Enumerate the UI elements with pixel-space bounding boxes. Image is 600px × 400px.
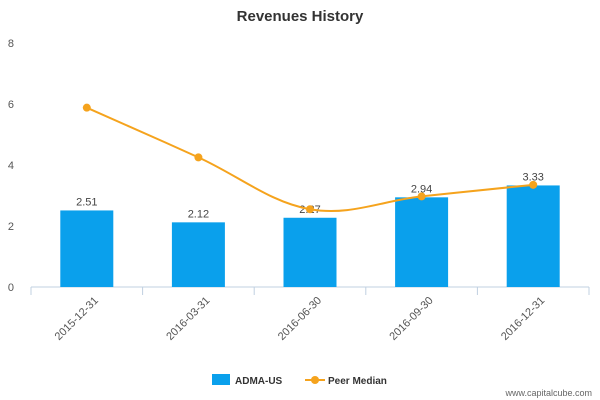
legend-swatch-adma-us [212, 374, 230, 385]
y-tick-label: 2 [8, 221, 14, 233]
x-tick-label: 2016-06-30 [276, 295, 324, 343]
y-tick-label: 0 [8, 282, 14, 294]
watermark: www.capitalcube.com [504, 388, 592, 398]
peer-median-line [86, 106, 534, 213]
y-axis: 0 2 4 6 8 [8, 38, 14, 294]
bar-2016-03-31[interactable] [171, 222, 225, 287]
x-tick-label: 2016-12-31 [499, 295, 547, 343]
peer-median-point-2016-09-30[interactable] [417, 192, 426, 201]
bar-2016-12-31[interactable] [506, 185, 560, 287]
peer-median-point-2016-03-31[interactable] [194, 153, 203, 162]
peer-median-point-2015-12-31[interactable] [82, 103, 91, 112]
bar-2015-12-31[interactable] [60, 210, 114, 287]
bar-2016-06-30[interactable] [283, 217, 337, 287]
y-tick-label: 6 [8, 99, 14, 111]
legend-label-peer-median: Peer Median [328, 376, 387, 387]
bar-value-label: 3.33 [522, 171, 543, 183]
legend-marker-peer-median [311, 376, 319, 384]
peer-median-point-2016-06-30[interactable] [306, 205, 314, 214]
y-tick-label: 4 [8, 160, 14, 172]
bar-value-label: 2.12 [188, 208, 209, 220]
bar-2016-09-30[interactable] [395, 197, 449, 287]
bar-data-labels: 2.512.122.272.943.33 [76, 171, 544, 220]
y-tick-label: 8 [8, 38, 14, 50]
bar-value-label: 2.51 [76, 196, 97, 208]
x-axis-tick-marks [30, 287, 590, 295]
x-tick-label: 2016-03-31 [164, 295, 212, 343]
line-series-peer-median [82, 103, 538, 214]
bar-value-label: 2.94 [411, 183, 432, 195]
x-axis-labels: 2015-12-31 2016-03-31 2016-06-30 2016-09-30… [53, 295, 548, 343]
x-tick-label: 2016-09-30 [387, 295, 435, 343]
legend[interactable]: ADMA-US Peer Median [212, 374, 387, 387]
x-tick-label: 2015-12-31 [53, 295, 101, 343]
bar-series-adma-us [60, 185, 560, 287]
chart-title: Revenues History [237, 8, 364, 25]
peer-median-point-2016-12-31[interactable] [529, 180, 538, 189]
legend-label-adma-us: ADMA-US [235, 376, 283, 387]
